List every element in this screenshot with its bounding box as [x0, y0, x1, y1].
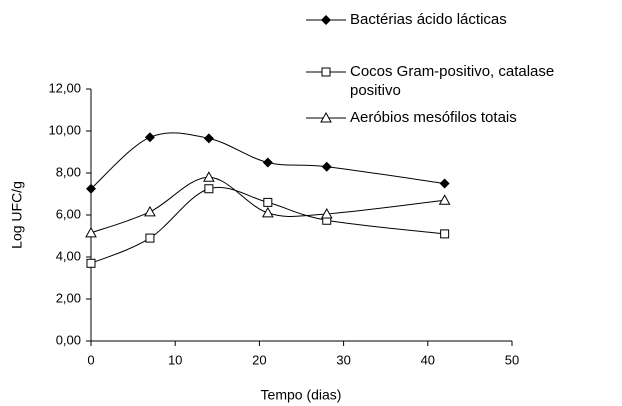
marker [438, 194, 451, 205]
x-tick-label: 0 [87, 352, 94, 367]
marker [86, 183, 96, 194]
marker [145, 233, 155, 243]
marker [85, 226, 97, 238]
legend-label: Aeróbios mesófilos totais [350, 109, 517, 126]
marker [204, 184, 214, 194]
marker [203, 133, 214, 144]
marker [262, 157, 273, 168]
marker [440, 229, 450, 239]
marker [320, 207, 333, 219]
x-tick-label: 40 [421, 352, 435, 367]
y-tick-label: 10,00 [48, 122, 81, 137]
x-tick-label: 20 [252, 352, 266, 367]
marker [203, 171, 215, 182]
marker [320, 111, 332, 123]
series-line [90, 132, 445, 190]
marker [321, 67, 331, 77]
series-line [90, 186, 445, 264]
marker [86, 258, 96, 268]
y-tick-label: 12,00 [48, 80, 81, 95]
y-tick-label: 4,00 [56, 248, 81, 263]
marker [321, 15, 331, 25]
y-tick-label: 2,00 [56, 290, 81, 305]
y-tick-label: 8,00 [56, 164, 81, 179]
marker [321, 161, 332, 172]
x-tick-label: 30 [336, 352, 350, 367]
marker [263, 197, 273, 207]
legend-label: Bactérias ácido lácticas [350, 11, 507, 28]
x-tick-label: 10 [168, 352, 182, 367]
x-axis-label: Tempo (dias) [261, 387, 342, 403]
x-tick-label: 50 [505, 352, 519, 367]
marker [261, 206, 274, 218]
y-tick-label: 0,00 [56, 332, 81, 347]
y-axis-label: Log UFC/g [9, 181, 25, 249]
marker [144, 132, 155, 143]
marker [144, 205, 156, 217]
marker [439, 178, 450, 189]
legend-label: Cocos Gram-positivo, catalase positivo [350, 63, 555, 99]
y-tick-label: 6,00 [56, 206, 81, 221]
